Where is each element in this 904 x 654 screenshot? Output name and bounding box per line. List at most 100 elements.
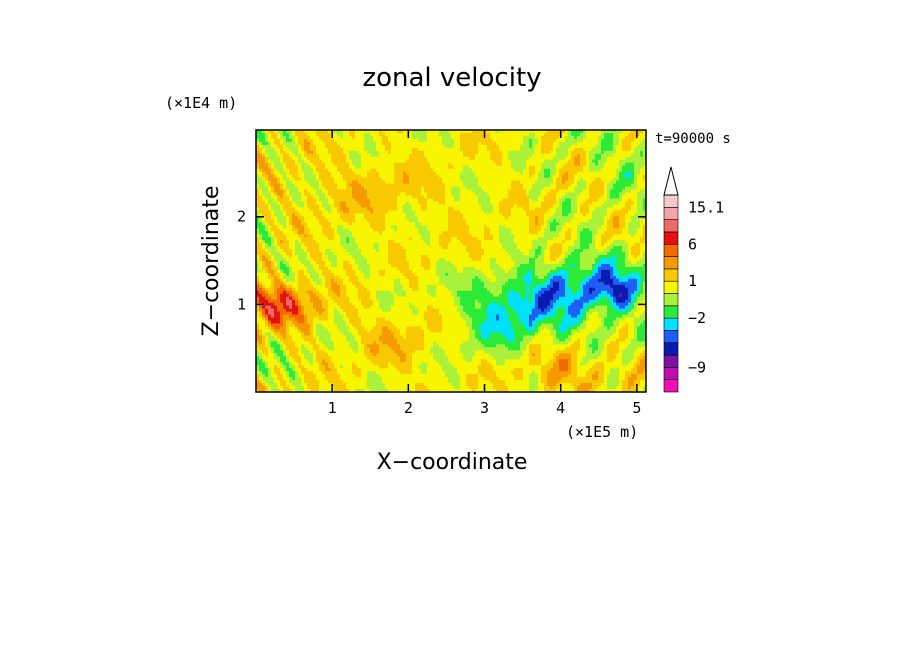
field-cell xyxy=(634,219,638,223)
field-cell xyxy=(598,237,602,241)
field-cell xyxy=(277,165,281,170)
field-cell xyxy=(421,213,425,217)
field-cell xyxy=(322,219,326,223)
field-cell xyxy=(574,130,578,134)
field-cell xyxy=(586,192,590,197)
field-cell xyxy=(307,243,311,247)
field-cell xyxy=(409,138,413,143)
field-cell xyxy=(517,198,521,203)
field-cell xyxy=(604,174,608,179)
field-cell xyxy=(451,180,455,185)
field-cell xyxy=(265,186,269,191)
field-cell xyxy=(436,228,440,232)
field-cell xyxy=(457,234,461,238)
field-cell xyxy=(523,135,527,140)
field-cell xyxy=(505,219,509,223)
field-cell xyxy=(523,207,527,211)
field-cell xyxy=(568,210,572,214)
field-cell xyxy=(526,141,530,146)
field-cell xyxy=(541,180,545,185)
field-cell xyxy=(445,132,449,137)
field-cell xyxy=(301,225,305,229)
field-cell xyxy=(532,162,536,167)
field-cell xyxy=(529,228,533,232)
field-cell xyxy=(259,228,263,232)
field-cell xyxy=(601,198,605,203)
field-cell xyxy=(289,210,293,214)
field-cell xyxy=(436,135,440,140)
field-cell xyxy=(346,162,350,167)
field-cell xyxy=(316,213,320,217)
field-cell xyxy=(463,207,467,211)
field-cell xyxy=(583,150,587,155)
field-cell xyxy=(289,237,293,241)
field-cell xyxy=(307,132,311,137)
field-cell xyxy=(316,189,320,194)
field-cell xyxy=(340,192,344,197)
field-cell xyxy=(415,183,419,188)
field-cell xyxy=(406,138,410,143)
field-cell xyxy=(616,219,620,223)
field-cell xyxy=(376,228,380,232)
field-cell xyxy=(328,237,332,241)
field-cell xyxy=(544,210,548,214)
field-cell xyxy=(544,213,548,217)
field-cell xyxy=(469,237,473,241)
field-cell xyxy=(508,174,512,179)
field-cell xyxy=(442,159,446,164)
field-cell xyxy=(367,171,371,176)
field-cell xyxy=(463,201,467,206)
field-cell xyxy=(403,144,407,149)
field-cell xyxy=(487,207,491,211)
field-cell xyxy=(418,156,422,161)
field-cell xyxy=(592,195,596,200)
field-cell xyxy=(322,210,326,214)
field-cell xyxy=(604,192,608,197)
field-cell xyxy=(310,135,314,140)
field-cell xyxy=(382,234,386,238)
field-cell xyxy=(352,180,356,185)
field-cell xyxy=(334,174,338,179)
field-cell xyxy=(604,153,608,158)
field-cell xyxy=(511,141,515,146)
field-cell xyxy=(496,135,500,140)
field-cell xyxy=(379,225,383,229)
field-cell xyxy=(463,219,467,223)
field-cell xyxy=(355,132,359,137)
field-cell xyxy=(298,219,302,223)
field-cell xyxy=(259,186,263,191)
field-cell xyxy=(343,156,347,161)
field-cell xyxy=(328,130,332,134)
field-cell xyxy=(328,189,332,194)
field-cell xyxy=(409,147,413,152)
field-cell xyxy=(643,165,646,170)
field-cell xyxy=(385,219,389,223)
field-cell xyxy=(562,150,566,155)
field-cell xyxy=(442,228,446,232)
field-cell xyxy=(514,234,518,238)
field-cell xyxy=(532,234,536,238)
field-cell xyxy=(592,210,596,214)
field-cell xyxy=(568,228,572,232)
field-cell xyxy=(409,216,413,220)
field-cell xyxy=(553,198,557,203)
field-cell xyxy=(511,219,515,223)
field-cell xyxy=(280,240,284,244)
field-cell xyxy=(577,141,581,146)
field-cell xyxy=(400,130,404,134)
field-cell xyxy=(373,168,377,173)
field-cell xyxy=(550,225,554,229)
field-cell xyxy=(502,222,506,226)
field-cell xyxy=(622,207,626,211)
field-cell xyxy=(571,138,575,143)
field-cell xyxy=(316,195,320,200)
field-cell xyxy=(595,189,599,194)
field-cell xyxy=(523,150,527,155)
field-cell xyxy=(562,138,566,143)
field-cell xyxy=(295,225,299,229)
field-cell xyxy=(574,219,578,223)
field-cell xyxy=(466,183,470,188)
field-cell xyxy=(568,192,572,197)
field-cell xyxy=(517,174,521,179)
field-cell xyxy=(493,198,497,203)
